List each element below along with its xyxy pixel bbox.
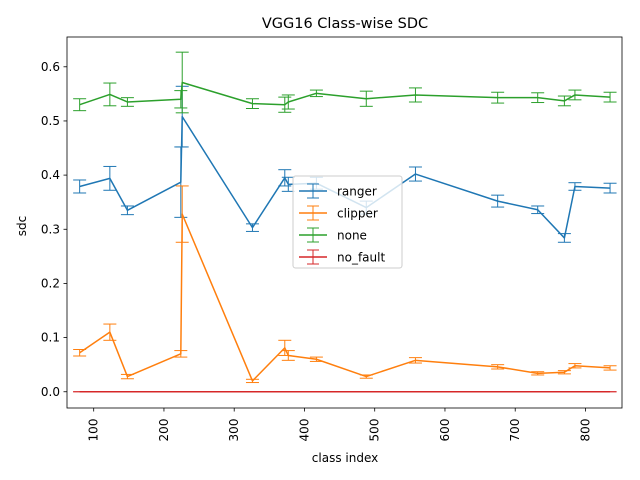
- x-tick-label: 600: [438, 419, 452, 442]
- x-tick-label: 700: [508, 419, 522, 442]
- y-tick-label: 0.1: [41, 331, 60, 345]
- clipper-line: [79, 213, 611, 382]
- y-tick-label: 0.4: [41, 168, 60, 182]
- legend-item-ranger: ranger: [299, 183, 377, 199]
- legend-label-clipper: clipper: [337, 207, 378, 221]
- y-tick-label: 0.2: [41, 276, 60, 290]
- y-tick-label: 0.0: [41, 385, 60, 399]
- x-axis-label: class index: [312, 451, 378, 465]
- x-tick-label: 400: [297, 419, 311, 442]
- x-tick-label: 100: [87, 419, 101, 442]
- y-tick-label: 0.6: [41, 60, 60, 74]
- legend-label-no-fault: no_fault: [337, 251, 385, 265]
- x-tick-label: 800: [578, 419, 592, 442]
- x-tick-label: 300: [227, 419, 241, 442]
- series-none: [73, 51, 617, 114]
- y-tick-label: 0.3: [41, 222, 60, 236]
- x-tick-label: 200: [157, 419, 171, 442]
- x-tick-label: 500: [368, 419, 382, 442]
- legend-item-none: none: [299, 227, 367, 243]
- plot-area: 100 200 300 400 500 600 700 800 0.0 0.1 0.2 0.3 0.4 0…: [41, 36, 623, 442]
- series-clipper: [73, 185, 617, 384]
- chart-title: VGG16 Class-wise SDC: [262, 16, 428, 32]
- y-tick-label: 0.5: [41, 114, 60, 128]
- legend: ranger clipper none no_fault: [292, 175, 403, 269]
- legend-item-clipper: clipper: [299, 205, 378, 221]
- legend-label-ranger: ranger: [337, 185, 377, 199]
- y-axis-label: sdc: [15, 216, 29, 236]
- legend-label-none: none: [337, 229, 367, 243]
- legend-item-no-fault: no_fault: [299, 249, 385, 265]
- none-line: [79, 81, 611, 106]
- axes-frame: [66, 36, 623, 409]
- legend-box: [292, 175, 403, 269]
